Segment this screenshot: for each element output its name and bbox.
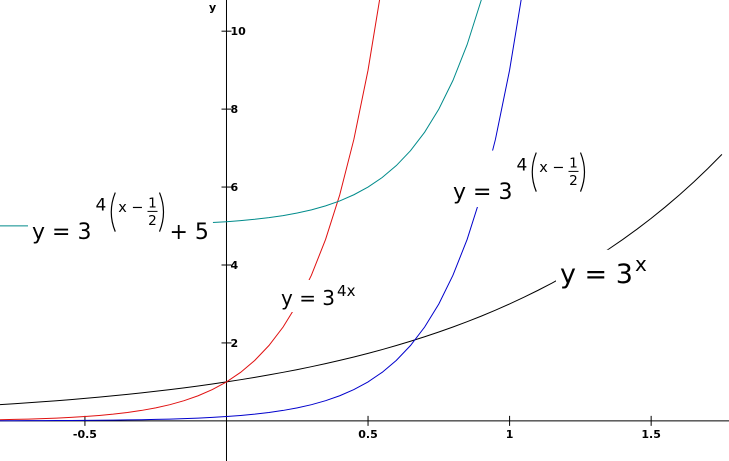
y-tick-label: 4 (230, 259, 238, 272)
paren (158, 192, 165, 232)
annotation-suffix: + 5 (170, 220, 209, 245)
y-tick-label: 2 (230, 337, 238, 350)
paren (110, 192, 116, 232)
annotation-background (277, 280, 360, 312)
paren (531, 152, 537, 192)
y-axis-label: y (209, 1, 216, 14)
fraction-numerator: 1 (569, 155, 578, 171)
annotation-background (28, 190, 213, 247)
y-tick-label: 10 (230, 25, 246, 38)
fraction-denominator: 2 (569, 173, 578, 189)
annotation-text: y = 3 (560, 259, 633, 290)
annotation-exponent: x (635, 252, 647, 276)
curve (0, 0, 522, 422)
annotation-text: y = 3 (281, 286, 335, 310)
annotation-background (556, 249, 651, 292)
x-tick-label: 1 (506, 428, 514, 441)
annotation-text: y = 3 (453, 180, 512, 205)
annotation-background (449, 150, 589, 207)
x-tick-label: 0.5 (358, 428, 378, 441)
paren (579, 152, 586, 192)
annotation-inner: x − (539, 160, 564, 176)
annotation-text: y = 3 (32, 220, 91, 245)
annotation-exponent: 4 (95, 195, 106, 215)
annotation-inner: x − (118, 200, 143, 216)
x-tick-label: 1.5 (641, 428, 661, 441)
annotation: y = 3 4x (277, 280, 360, 312)
annotation-exponent: 4x (337, 282, 356, 300)
annotation-exponent: 4 (516, 155, 527, 175)
fraction-numerator: 1 (148, 195, 157, 211)
y-tick-label: 8 (230, 103, 238, 116)
fraction-denominator: 2 (148, 213, 157, 229)
annotation: y = 34 x − 1 2 (449, 150, 589, 207)
annotation: y = 34 x − 1 2 + 5 (28, 190, 213, 247)
curve (0, 0, 381, 421)
y-tick-label: 6 (230, 181, 238, 194)
x-tick-label: -0.5 (73, 428, 97, 441)
